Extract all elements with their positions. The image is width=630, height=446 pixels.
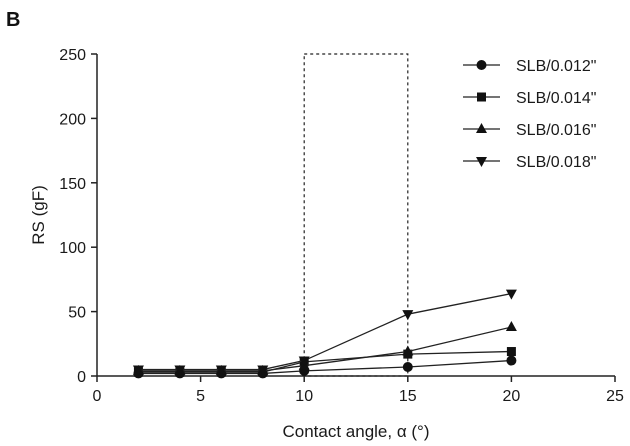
y-tick-label: 100 <box>59 240 86 257</box>
panel-label: B <box>6 9 20 31</box>
data-point <box>174 365 186 376</box>
data-point <box>257 365 269 376</box>
legend-label: SLB/0.012" <box>516 58 596 75</box>
y-tick-label: 200 <box>59 111 86 128</box>
series-line <box>138 292 512 371</box>
legend-label: SLB/0.014" <box>516 90 596 107</box>
legend-item: SLB/0.014" <box>463 90 596 107</box>
y-tick-label: 150 <box>59 176 86 193</box>
series-layer <box>132 289 517 379</box>
y-tick-label: 250 <box>59 47 86 64</box>
legend: SLB/0.012" SLB/0.014" SLB/0.016" SLB/0.018" <box>463 58 596 171</box>
legend-marker <box>476 157 487 167</box>
x-tick-label: 15 <box>399 388 417 405</box>
data-point <box>402 345 414 356</box>
data-point <box>298 356 310 367</box>
x-tick-label: 20 <box>503 388 521 405</box>
y-axis-title: RS (gF) <box>29 185 48 245</box>
data-point <box>215 365 227 376</box>
legend-marker <box>477 92 486 102</box>
plot-area: 0 5 10 15 20 25 0 50 100 150 200 250 <box>59 47 624 405</box>
highlight-region <box>303 53 409 377</box>
y-tick-label: 0 <box>77 369 86 386</box>
legend-item: SLB/0.016" <box>463 122 596 139</box>
data-point <box>505 321 517 332</box>
legend-marker <box>476 123 487 133</box>
x-tick-label: 10 <box>295 388 313 405</box>
x-axis-title: Contact angle, α (°) <box>282 422 429 441</box>
data-point <box>506 355 517 366</box>
legend-item: SLB/0.012" <box>463 58 596 75</box>
series-4 <box>132 289 517 376</box>
x-ticks: 0 5 10 15 20 25 <box>93 376 624 405</box>
data-point <box>402 310 414 321</box>
y-ticks: 0 50 100 150 200 250 <box>59 47 97 386</box>
data-point <box>402 361 413 372</box>
legend-item: SLB/0.018" <box>463 154 596 171</box>
x-tick-label: 0 <box>93 388 102 405</box>
data-point <box>506 347 516 357</box>
series-3 <box>132 321 517 375</box>
series-1 <box>133 355 517 379</box>
y-tick-label: 50 <box>68 305 86 322</box>
legend-marker <box>476 60 487 70</box>
x-tick-label: 25 <box>606 388 624 405</box>
x-tick-label: 5 <box>196 388 205 405</box>
data-point <box>505 289 517 300</box>
data-point <box>132 365 144 376</box>
legend-label: SLB/0.018" <box>516 154 596 171</box>
legend-label: SLB/0.016" <box>516 122 596 139</box>
